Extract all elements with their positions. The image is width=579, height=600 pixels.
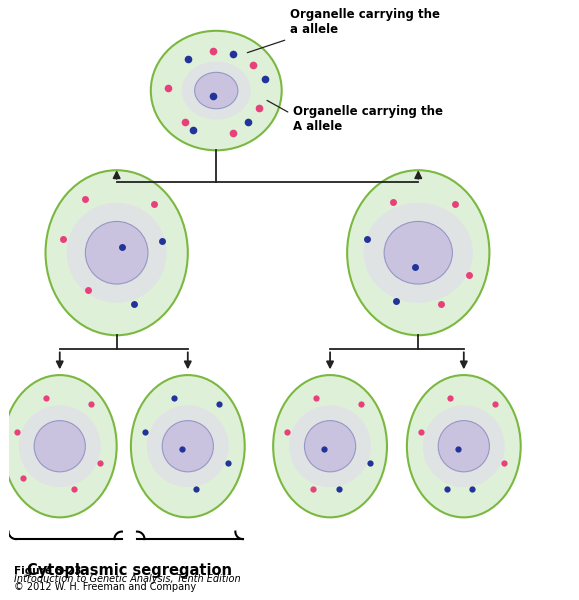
Ellipse shape [289,405,371,487]
Ellipse shape [438,421,489,472]
Text: Organelle carrying the
A allele: Organelle carrying the A allele [293,105,443,133]
Ellipse shape [347,170,489,335]
Ellipse shape [147,405,229,487]
Ellipse shape [131,375,245,517]
Text: Organelle carrying the
a allele: Organelle carrying the a allele [290,8,440,37]
Ellipse shape [85,221,148,284]
Ellipse shape [423,405,505,487]
Ellipse shape [273,375,387,517]
Ellipse shape [162,421,214,472]
Ellipse shape [151,31,282,150]
Text: Introduction to Genetic Analysis, Tenth Edition: Introduction to Genetic Analysis, Tenth … [14,574,241,584]
Ellipse shape [407,375,521,517]
Ellipse shape [34,421,85,472]
Ellipse shape [195,73,238,109]
Ellipse shape [3,375,116,517]
Ellipse shape [305,421,356,472]
Ellipse shape [46,170,188,335]
Text: Figure 3-23: Figure 3-23 [14,566,82,576]
Text: Cytoplasmic segregation: Cytoplasmic segregation [27,563,232,578]
Ellipse shape [364,203,473,303]
Ellipse shape [19,405,101,487]
Text: © 2012 W. H. Freeman and Company: © 2012 W. H. Freeman and Company [14,581,196,592]
Ellipse shape [67,203,167,303]
Ellipse shape [182,61,251,119]
Ellipse shape [384,221,452,284]
